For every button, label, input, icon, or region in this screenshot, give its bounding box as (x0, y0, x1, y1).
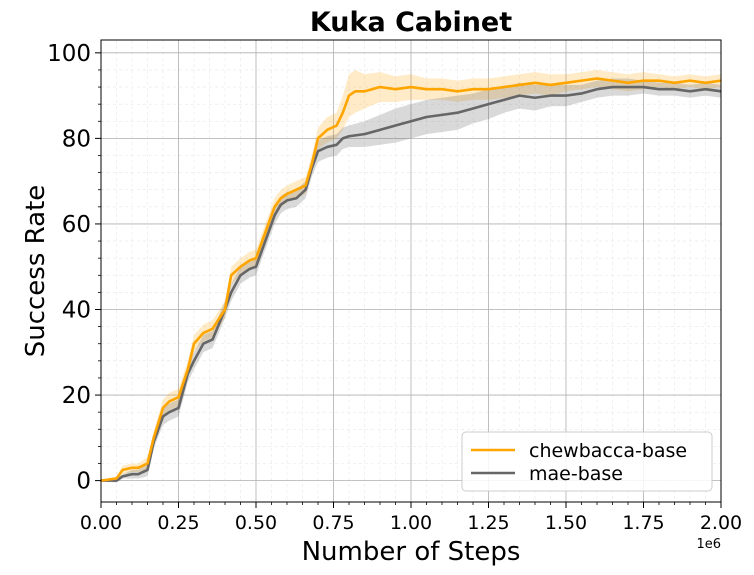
y-tick-label: 60 (62, 212, 91, 238)
y-tick-label: 0 (76, 469, 91, 495)
y-tick-label: 40 (62, 298, 91, 324)
x-tick-label: 0.50 (235, 512, 277, 534)
legend-box (461, 431, 713, 492)
y-tick-label: 80 (62, 126, 91, 152)
series-lines (100, 77, 722, 482)
x-axis-offset-label: 1e6 (696, 537, 721, 552)
x-tick-label: 0.75 (312, 512, 354, 534)
y-axis-label: Success Rate (21, 185, 51, 358)
y-tick-label: 100 (47, 41, 91, 67)
x-tick-label: 1.50 (545, 512, 587, 534)
x-tick-label: 0.25 (157, 512, 199, 534)
series-line-0 (100, 77, 722, 482)
legend-label-1: mae-base (529, 463, 623, 485)
chart-title: Kuka Cabinet (310, 7, 512, 38)
axis-ticks: 0.00 0.25 0.50 0.75 1.00 1.25 1.50 1.75 2.00 0 20 4… (47, 41, 742, 534)
grid (100, 40, 722, 502)
x-tick-label: 1.75 (622, 512, 664, 534)
legend-label-0: chewbacca-base (529, 440, 687, 462)
x-tick-label: 1.00 (390, 512, 432, 534)
series-line-1 (101, 85, 722, 482)
x-axis-label: Number of Steps (302, 537, 521, 567)
x-tick-label: 2.00 (700, 512, 742, 534)
y-tick-label: 20 (62, 383, 91, 409)
x-tick-label: 0.00 (80, 512, 122, 534)
x-tick-label: 1.25 (467, 512, 509, 534)
